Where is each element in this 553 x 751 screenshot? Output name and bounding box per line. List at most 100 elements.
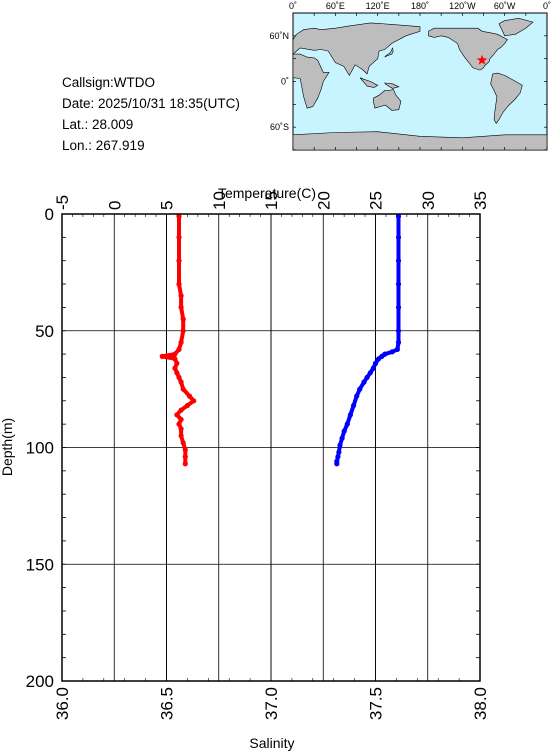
salinity-point <box>186 393 193 399</box>
salinity-point <box>182 447 188 453</box>
station-info: Callsign:WTDO Date: 2025/10/31 18:35(UTC… <box>62 72 240 156</box>
world-map: 0˚ 60˚E 120˚E 180˚ 120˚W 60˚W 0˚ 60˚N 0˚ 60˚S <box>269 1 551 151</box>
salinity-point <box>178 379 184 385</box>
salinity-point <box>182 461 188 467</box>
map-longitude-labels: 0˚ 60˚E 120˚E 180˚ 120˚W 60˚W 0˚ <box>289 1 551 11</box>
depth-tick-label: 50 <box>35 322 54 341</box>
temperature-point <box>334 461 340 467</box>
salinity-point <box>176 421 182 427</box>
salinity-point <box>178 339 184 345</box>
temp-tick-label: 0 <box>105 201 124 210</box>
temperature-point <box>337 442 343 448</box>
temperature-point <box>335 454 341 460</box>
salinity-tick-label: 36.0 <box>53 687 72 720</box>
temperature-point <box>344 421 350 427</box>
salinity-point <box>191 398 197 404</box>
date-text: Date: 2025/10/31 18:35(UTC) <box>62 96 240 111</box>
salinity-point <box>180 386 186 392</box>
salinity-point <box>172 365 178 371</box>
depth-tick-label: 150 <box>26 555 54 574</box>
temp-tick-label: 10 <box>210 191 229 210</box>
salinity-point <box>178 407 184 413</box>
salinity-point <box>180 440 186 446</box>
salinity-point <box>176 346 182 352</box>
map-latitude-label: 60˚S <box>270 122 289 132</box>
land-mass <box>373 88 402 111</box>
temperature-point <box>395 258 402 264</box>
temperature-point <box>364 374 370 380</box>
salinity-point <box>180 316 186 322</box>
salinity-point <box>180 328 186 334</box>
plot-frame <box>61 213 481 682</box>
temperature-point <box>395 213 402 219</box>
salinity-point <box>176 258 182 264</box>
map-longitude-label: 120˚W <box>449 1 476 11</box>
temperature-point <box>341 428 347 434</box>
salinity-point <box>178 433 184 439</box>
longitude-text: Lon.: 267.919 <box>62 138 145 153</box>
land-mass <box>383 82 400 89</box>
temp-tick-label: 25 <box>367 191 386 210</box>
salinity-point <box>176 374 182 380</box>
salinity-point <box>174 412 180 418</box>
star-icon <box>476 54 488 65</box>
latitude-text: Lat.: 28.009 <box>62 117 134 132</box>
depth-tick-label: 200 <box>26 672 54 691</box>
temperature-point <box>389 349 395 355</box>
map-longitude-label: 0˚ <box>289 1 297 11</box>
salinity-point <box>178 426 184 432</box>
temperature-point <box>395 339 402 345</box>
salinity-tick-label: 37.0 <box>262 687 281 720</box>
temperature-point <box>395 304 402 310</box>
salinity-point <box>172 351 178 357</box>
salinity-tick-label: 38.0 <box>471 687 490 720</box>
temp-tick-label: -5 <box>53 195 72 210</box>
map-longitude-label: 180˚ <box>411 1 429 11</box>
temperature-point <box>347 412 353 418</box>
temp-tick-label: 20 <box>314 191 333 210</box>
salinity-point <box>176 234 182 240</box>
map-longitude-label: 120˚E <box>366 1 390 11</box>
map-latitude-label: 0˚ <box>281 77 289 87</box>
depth-tick-labels: 0 50 100 150 200 <box>26 205 54 691</box>
land-mass <box>498 17 534 37</box>
salinity-tick-label: 37.5 <box>367 687 386 720</box>
land-mass <box>359 77 379 88</box>
salinity-point <box>174 360 180 366</box>
land-mass <box>428 27 508 71</box>
temperature-point <box>336 449 342 455</box>
map-land <box>292 17 548 151</box>
temperature-point <box>394 346 400 352</box>
temperature-point <box>395 281 402 287</box>
map-latitude-label: 60˚N <box>269 31 289 41</box>
series-layer <box>159 213 402 467</box>
temperature-point <box>370 365 376 371</box>
temperature-point <box>372 360 379 366</box>
callsign-text: Callsign:WTDO <box>62 75 156 90</box>
temp-tick-label: 5 <box>158 201 177 210</box>
salinity-axis-label: Salinity <box>249 735 294 751</box>
temperature-point <box>361 379 367 385</box>
map-longitude-label: 60˚W <box>494 1 516 11</box>
land-mass <box>490 72 523 124</box>
salinity-point <box>184 402 190 409</box>
temperature-tick-labels: -5 0 5 10 15 20 25 30 35 <box>53 191 490 210</box>
station-marker <box>476 54 488 65</box>
land-mass <box>292 53 330 109</box>
salinity-point <box>174 370 180 376</box>
salinity-tick-label: 36.5 <box>158 687 177 720</box>
salinity-point <box>182 454 188 460</box>
depth-tick-label: 100 <box>26 439 54 458</box>
temp-tick-label: 35 <box>471 191 490 210</box>
map-ticks <box>292 12 548 151</box>
salinity-point <box>176 213 182 219</box>
temperature-point <box>354 393 360 399</box>
temperature-point <box>351 402 357 409</box>
temperature-point <box>357 386 363 392</box>
temperature-point <box>395 328 402 334</box>
depth-axis-label: Depth(m) <box>0 418 15 476</box>
temperature-point <box>395 234 402 240</box>
temperature-point <box>376 356 382 362</box>
salinity-point <box>159 353 165 359</box>
